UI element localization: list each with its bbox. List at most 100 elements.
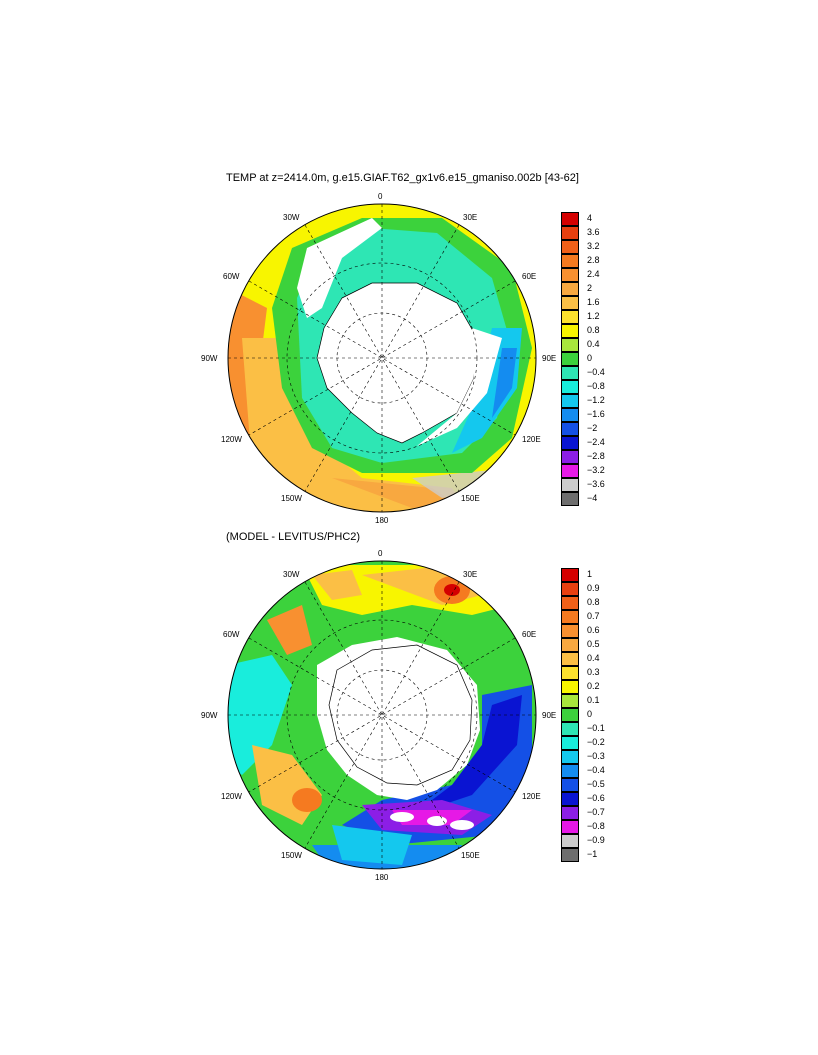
colorbar-swatch	[561, 722, 579, 736]
colorbar-tick-label: −1.2	[587, 395, 605, 405]
colorbar-swatch	[561, 408, 579, 422]
colorbar-swatch	[561, 436, 579, 450]
colorbar-swatch	[561, 296, 579, 310]
panel-1-lon-label: 0	[378, 192, 383, 201]
colorbar-swatch	[561, 338, 579, 352]
colorbar-swatch	[561, 694, 579, 708]
colorbar-swatch	[561, 610, 579, 624]
colorbar-tick-label: 0.3	[587, 667, 600, 677]
colorbar-tick-label: 1	[587, 569, 593, 579]
colorbar-swatch	[561, 464, 579, 478]
panel-2-lon-label: 30E	[463, 570, 478, 579]
colorbar-tick-label: 0	[587, 709, 593, 719]
colorbar-swatch	[561, 226, 579, 240]
panel-2-lon-label: 120E	[522, 792, 541, 801]
panel-1-lon-label: 60E	[522, 272, 537, 281]
panel-1-title: TEMP at z=2414.0m, g.e15.GIAF.T62_gx1v6.…	[226, 172, 579, 184]
colorbar-swatch	[561, 492, 579, 506]
colorbar-swatch	[561, 282, 579, 296]
colorbar-tick-label: −2	[587, 423, 598, 433]
colorbar-swatch	[561, 736, 579, 750]
panel-1-lon-label: 90W	[201, 354, 218, 363]
colorbar-swatch	[561, 380, 579, 394]
colorbar-swatch	[561, 310, 579, 324]
colorbar-tick-label: −0.8	[587, 381, 605, 391]
panel-2-lon-label: 60W	[223, 630, 240, 639]
colorbar-tick-label: −0.6	[587, 793, 605, 803]
colorbar-swatch	[561, 750, 579, 764]
colorbar-tick-label: −0.1	[587, 723, 605, 733]
colorbar-swatch	[561, 568, 579, 582]
colorbar-tick-label: −0.5	[587, 779, 605, 789]
colorbar-tick-label: −3.2	[587, 465, 605, 475]
colorbar-swatch	[561, 394, 579, 408]
colorbar-tick-label: 0.6	[587, 625, 600, 635]
panel-1-lon-label: 150E	[461, 494, 480, 503]
colorbar-swatch	[561, 778, 579, 792]
panel-1-lon-label: 120W	[221, 435, 242, 444]
colorbar-tick-label: 1.2	[587, 311, 600, 321]
colorbar-swatch	[561, 624, 579, 638]
colorbar-tick-label: 0.4	[587, 653, 600, 663]
colorbar-swatch	[561, 352, 579, 366]
colorbar-swatch	[561, 848, 579, 862]
colorbar-tick-label: −4	[587, 493, 598, 503]
panel-1-lon-label: 150W	[281, 494, 302, 503]
colorbar-swatch	[561, 596, 579, 610]
colorbar-tick-label: 1.6	[587, 297, 600, 307]
colorbar-tick-label: 0.2	[587, 681, 600, 691]
colorbar-tick-label: 0.4	[587, 339, 600, 349]
colorbar-swatch	[561, 792, 579, 806]
panel-2-lon-label: 120W	[221, 792, 242, 801]
panel-2-lon-label: 0	[378, 549, 383, 558]
colorbar-swatch	[561, 212, 579, 226]
panel-2-lon-label: 60E	[522, 630, 537, 639]
panel-1-lon-label: 90E	[542, 354, 557, 363]
colorbar-swatch	[561, 240, 579, 254]
colorbar-tick-label: −0.4	[587, 765, 605, 775]
panel-2-lon-label: 30W	[283, 570, 300, 579]
colorbar-swatch	[561, 708, 579, 722]
colorbar-swatch	[561, 834, 579, 848]
panel-2-lon-label: 150W	[281, 851, 302, 860]
colorbar-tick-label: −2.8	[587, 451, 605, 461]
panel-2-colorbar	[561, 568, 579, 862]
colorbar-swatch	[561, 268, 579, 282]
colorbar-tick-label: −1.6	[587, 409, 605, 419]
panel-1-polar-map	[227, 203, 537, 513]
colorbar-tick-label: 0.8	[587, 597, 600, 607]
panel-1-lon-label: 30W	[283, 213, 300, 222]
colorbar-tick-label: 3.6	[587, 227, 600, 237]
panel-2-lon-label: 90E	[542, 711, 557, 720]
panel-1-lon-label: 120E	[522, 435, 541, 444]
colorbar-swatch	[561, 652, 579, 666]
colorbar-tick-label: −0.7	[587, 807, 605, 817]
colorbar-swatch	[561, 638, 579, 652]
colorbar-tick-label: 4	[587, 213, 593, 223]
panel-1-colorbar	[561, 212, 579, 506]
colorbar-swatch	[561, 478, 579, 492]
colorbar-tick-label: 2.8	[587, 255, 600, 265]
colorbar-swatch	[561, 324, 579, 338]
panel-2-lon-label: 150E	[461, 851, 480, 860]
colorbar-tick-label: 3.2	[587, 241, 600, 251]
colorbar-tick-label: −3.6	[587, 479, 605, 489]
colorbar-tick-label: −0.3	[587, 751, 605, 761]
panel-2-lon-label: 180	[375, 873, 389, 882]
colorbar-tick-label: 0.1	[587, 695, 600, 705]
colorbar-tick-label: −1	[587, 849, 598, 859]
colorbar-tick-label: 2	[587, 283, 593, 293]
panel-1-lon-label: 30E	[463, 213, 478, 222]
colorbar-tick-label: 0.9	[587, 583, 600, 593]
colorbar-tick-label: −0.8	[587, 821, 605, 831]
panel-2-lon-label: 90W	[201, 711, 218, 720]
colorbar-swatch	[561, 366, 579, 380]
colorbar-swatch	[561, 680, 579, 694]
colorbar-tick-label: −0.4	[587, 367, 605, 377]
colorbar-swatch	[561, 806, 579, 820]
colorbar-tick-label: 0.7	[587, 611, 600, 621]
colorbar-tick-label: 2.4	[587, 269, 600, 279]
colorbar-tick-label: −0.9	[587, 835, 605, 845]
colorbar-tick-label: −0.2	[587, 737, 605, 747]
colorbar-swatch	[561, 666, 579, 680]
